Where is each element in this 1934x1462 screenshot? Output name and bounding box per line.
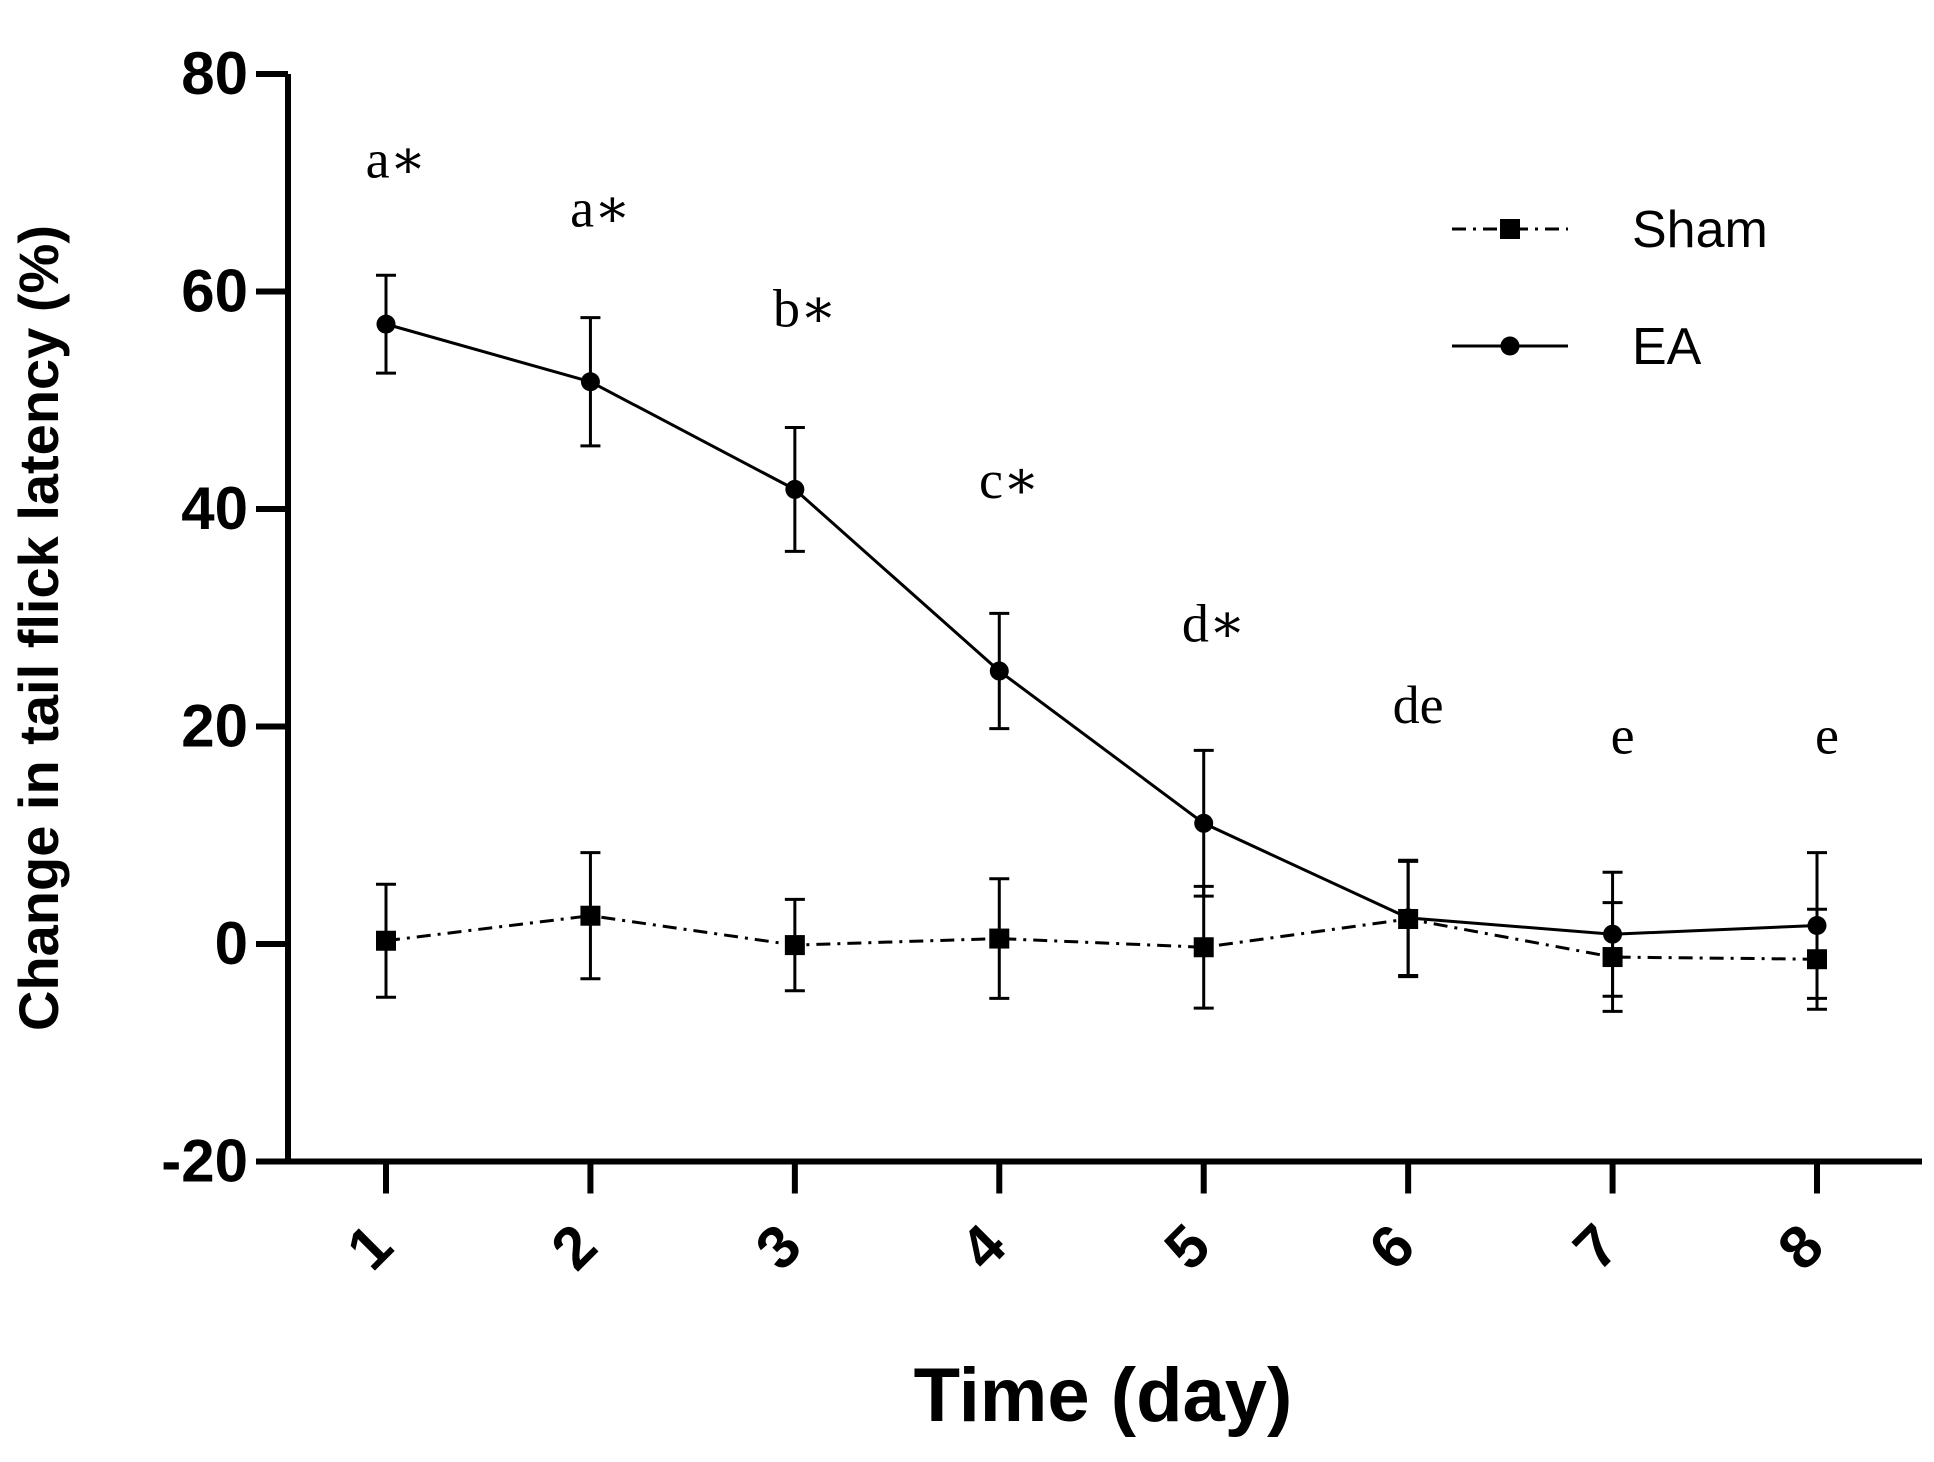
x-tick-label: 1 <box>334 1212 405 1283</box>
legend: Sham EA <box>1452 201 1768 376</box>
y-axis-ticks: -20 0 20 40 60 80 <box>161 40 288 1195</box>
data-point <box>1398 908 1418 928</box>
legend-item-ea: EA <box>1452 318 1702 376</box>
legend-label: Sham <box>1632 201 1768 259</box>
data-point <box>1603 924 1623 944</box>
legend-item-sham: Sham <box>1452 201 1768 259</box>
series-line <box>385 322 1818 936</box>
legend-label: EA <box>1632 318 1702 376</box>
axes <box>285 74 1922 1165</box>
x-tick-label: 4 <box>947 1211 1018 1282</box>
x-tick-label: 3 <box>743 1212 814 1283</box>
x-axis-label: Time (day) <box>914 1353 1293 1438</box>
significance-label: d∗ <box>1182 594 1246 654</box>
y-tick-label: 60 <box>181 258 248 325</box>
x-tick-label: 5 <box>1152 1212 1223 1283</box>
legend-marker <box>1500 336 1520 356</box>
data-point <box>1193 937 1214 958</box>
significance-label: b∗ <box>773 278 837 338</box>
data-point <box>785 479 805 499</box>
x-tick-label: 8 <box>1765 1212 1836 1283</box>
x-tick-label: 7 <box>1561 1212 1632 1283</box>
significance-label: e <box>1611 706 1635 766</box>
data-point <box>1807 916 1827 936</box>
y-tick-label: 40 <box>181 475 248 542</box>
y-tick-label: 80 <box>181 40 248 107</box>
significance-label: a∗ <box>366 129 427 189</box>
data-point <box>784 935 805 956</box>
data-point <box>989 661 1009 681</box>
series-line <box>385 914 1818 961</box>
data-point <box>1194 813 1214 833</box>
data-point <box>376 314 396 334</box>
data-point <box>989 928 1010 949</box>
annotation-layer: a∗ a∗ b∗ c∗ d∗ de e e <box>366 129 1839 765</box>
y-tick-label: -20 <box>161 1128 248 1195</box>
legend-marker <box>1500 219 1520 239</box>
data-point <box>580 372 600 392</box>
data-point <box>580 905 601 926</box>
significance-label: c∗ <box>979 450 1040 510</box>
significance-label: de <box>1393 675 1444 735</box>
data-point <box>376 930 396 951</box>
x-tick-label: 6 <box>1356 1212 1427 1283</box>
significance-label: e <box>1815 706 1839 766</box>
y-tick-label: 20 <box>181 693 248 760</box>
y-axis-label: Change in tail flick latency (%) <box>7 225 70 1031</box>
significance-label: a∗ <box>570 178 631 238</box>
x-tick-label: 2 <box>538 1212 609 1283</box>
series-layer <box>376 273 1827 1013</box>
series-ea <box>376 273 1827 1000</box>
x-axis-ticks: 1 2 3 4 5 6 7 8 <box>334 1161 1836 1283</box>
y-tick-label: 0 <box>215 910 248 977</box>
